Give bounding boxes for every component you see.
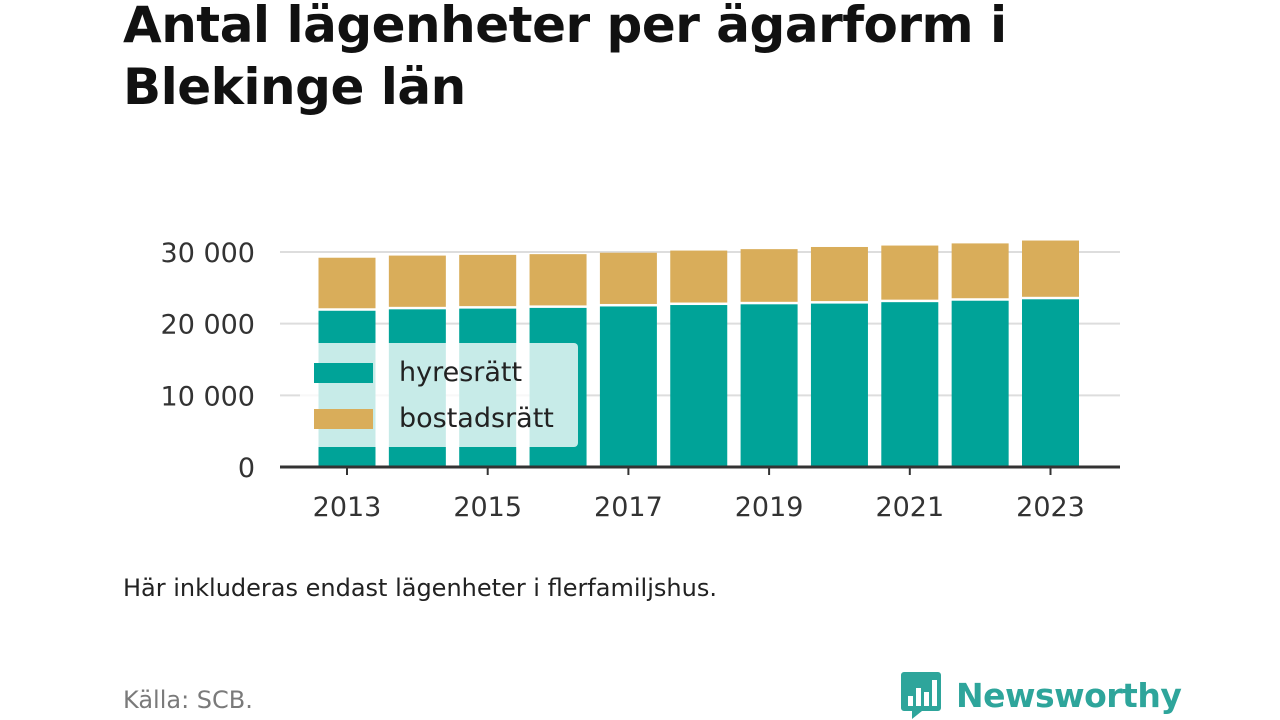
chart-note: Här inkluderas endast lägenheter i flerf… (123, 574, 717, 602)
bar-bostadsratt-2020 (810, 246, 868, 302)
bar-hyresratt-2017 (599, 306, 657, 467)
bar-bostadsratt-2016 (529, 254, 587, 306)
y-tick-label: 30 000 (161, 238, 255, 269)
bar-hyresratt-2019 (740, 304, 798, 467)
bar-bostadsratt-2022 (951, 243, 1009, 299)
y-tick-label: 10 000 (161, 381, 255, 412)
x-tick-label: 2015 (453, 492, 522, 523)
bar-bostadsratt-2017 (599, 252, 657, 304)
bar-bostadsratt-2019 (740, 249, 798, 302)
bar-bostadsratt-2021 (881, 245, 939, 300)
legend-item-bostadsratt: bostadsrätt (314, 403, 554, 434)
bar-hyresratt-2020 (810, 303, 868, 467)
x-tick-label: 2019 (735, 492, 804, 523)
bar-bostadsratt-2023 (1022, 240, 1079, 297)
x-tick-label: 2021 (875, 492, 944, 523)
x-tick-label: 2013 (313, 492, 382, 523)
legend-swatch-hyresratt (314, 362, 373, 383)
legend-label-hyresratt: hyresrätt (399, 357, 523, 388)
bar-bostadsratt-2013 (318, 257, 376, 309)
y-tick-label: 0 (238, 453, 255, 484)
bar-hyresratt-2022 (951, 300, 1009, 467)
bar-bostadsratt-2015 (459, 254, 517, 307)
bar-bostadsratt-2018 (670, 250, 728, 303)
legend-item-hyresratt: hyresrätt (314, 357, 522, 388)
brand-name: Newsworthy (956, 675, 1182, 715)
x-tick-label: 2023 (1016, 492, 1085, 523)
legend-label-bostadsratt: bostadsrätt (399, 403, 554, 434)
bar-chart: 0 10 000 20 000 30 000 2013 2015 2017 2019 2021… (161, 238, 1120, 523)
bar-hyresratt-2018 (670, 305, 728, 467)
y-axis-tick-labels: 0 10 000 20 000 30 000 (161, 238, 255, 484)
source-label: Källa: SCB. (123, 686, 253, 714)
chart-title: Antal lägenheter per ägarform i Blekinge… (123, 0, 1007, 116)
legend: hyresrätt bostadsrätt (300, 343, 578, 447)
brand-logo: Newsworthy (900, 670, 1182, 720)
y-tick-label: 20 000 (161, 310, 255, 341)
bar-hyresratt-2023 (1022, 299, 1079, 467)
x-axis: 2013 2015 2017 2019 2021 2023 (280, 465, 1120, 523)
bar-bostadsratt-2014 (388, 255, 446, 307)
legend-swatch-bostadsratt (314, 408, 373, 429)
bar-hyresratt-2021 (881, 302, 939, 467)
x-tick-label: 2017 (594, 492, 663, 523)
newsworthy-logo-icon (901, 672, 941, 719)
